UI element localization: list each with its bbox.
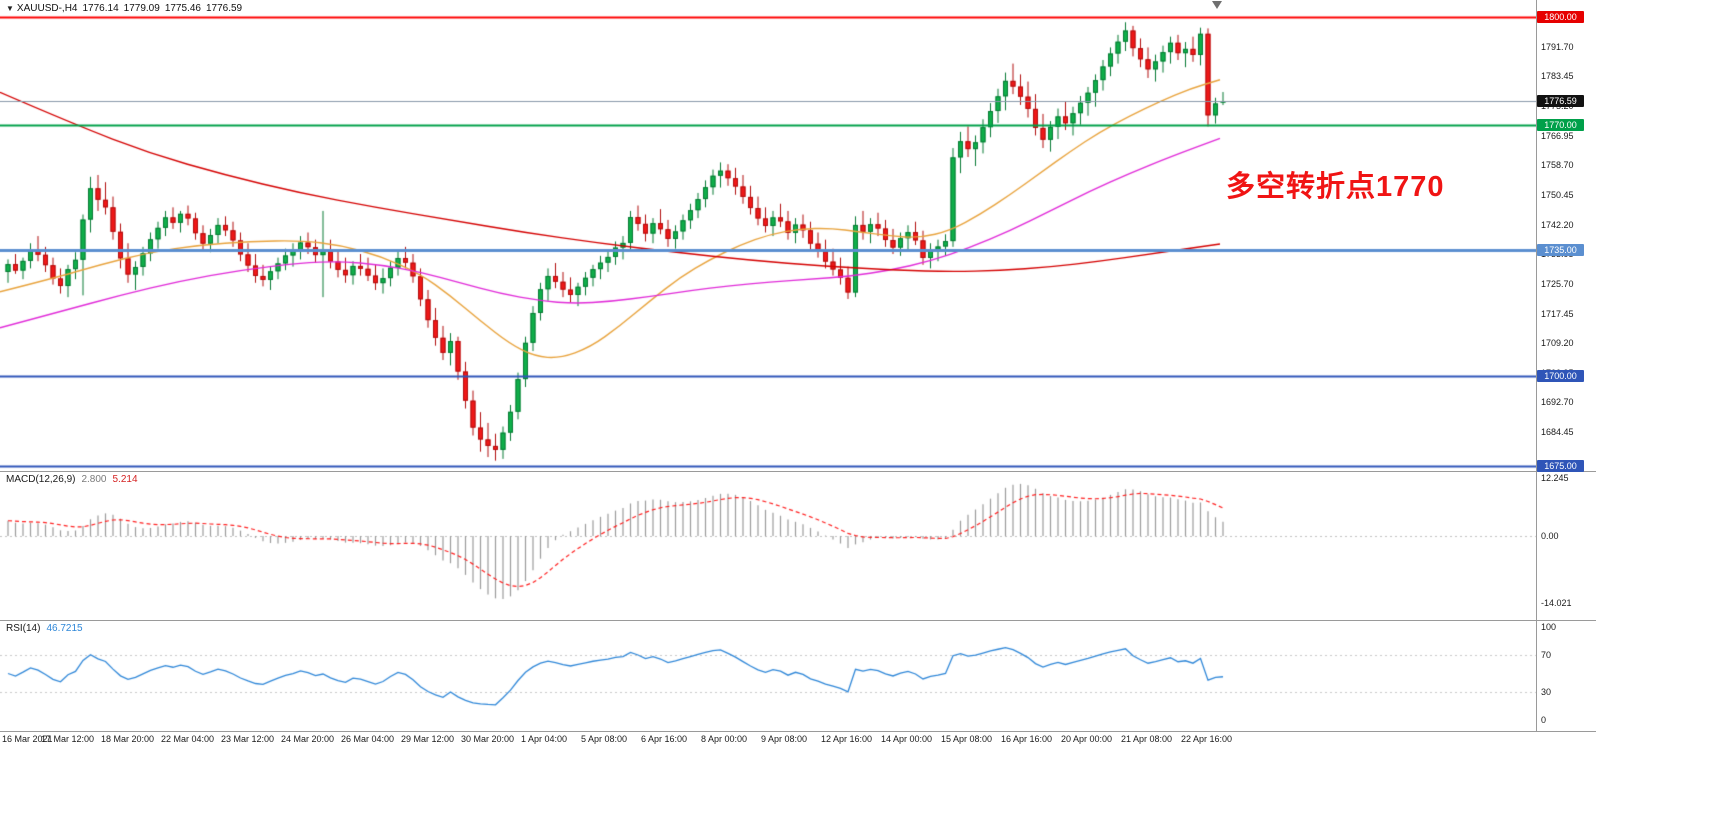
price-level-badge: 1800.00: [1537, 10, 1584, 23]
time-axis-label: 14 Apr 00:00: [881, 734, 933, 744]
time-axis-label: 22 Mar 04:00: [161, 734, 215, 744]
price-tick-label: 1791.70: [1541, 41, 1574, 52]
price-axis-border: [1536, 0, 1537, 731]
time-axis-label: 1 Apr 04:00: [521, 734, 568, 744]
current-price-badge: 1776.59: [1537, 95, 1584, 107]
rsi-tick-label: 30: [1541, 687, 1552, 698]
time-axis-label: 12 Apr 16:00: [821, 734, 873, 744]
time-axis-label: 22 Apr 16:00: [1181, 734, 1233, 744]
symbol-ohlc-readout: ▼ XAUUSD-,H4 1776.14 1779.09 1775.46 1776.59: [6, 3, 247, 14]
price-tick-label: 1742.20: [1541, 219, 1574, 230]
time-axis-label: 8 Apr 00:00: [701, 734, 748, 744]
time-axis-label: 29 Mar 12:00: [401, 734, 455, 744]
price-level-badge: 1770.00: [1537, 118, 1584, 131]
macd-tick-label: 12.245: [1541, 472, 1569, 483]
rsi-tick-label: 70: [1541, 649, 1552, 660]
time-axis-label: 30 Mar 20:00: [461, 734, 515, 744]
time-axis-label: 9 Apr 08:00: [761, 734, 808, 744]
chart-shift-marker[interactable]: [1212, 1, 1222, 9]
annotation-text: 多空转折点1770: [1226, 171, 1445, 203]
time-axis-label: 26 Mar 04:00: [341, 734, 395, 744]
price-tick-label: 1717.45: [1541, 308, 1574, 319]
panel-separator[interactable]: [0, 731, 1596, 732]
rsi-tick-label: 100: [1541, 622, 1557, 632]
macd-name: MACD(12,26,9): [6, 474, 76, 485]
macd-tick-label: 0.00: [1541, 531, 1559, 541]
rsi-name: RSI(14): [6, 623, 41, 634]
macd-tick-label: -14.021: [1541, 597, 1572, 608]
symbol-dropdown-icon: ▼: [6, 4, 14, 13]
time-axis-label: 17 Mar 12:00: [41, 734, 95, 744]
ohlc-close: 1776.59: [205, 3, 243, 14]
macd-main-value: 2.800: [81, 474, 107, 485]
price-tick-label: 1725.70: [1541, 278, 1574, 289]
macd-indicator-label: MACD(12,26,9) 2.800 5.214: [6, 474, 138, 485]
rsi-value: 46.7215: [46, 623, 83, 634]
time-axis-label: 23 Mar 12:00: [221, 734, 275, 744]
price-tick-label: 1766.95: [1541, 130, 1574, 141]
time-axis-label: 21 Apr 08:00: [1121, 734, 1173, 744]
ohlc-high: 1779.09: [123, 3, 160, 14]
price-tick-label: 1709.20: [1541, 338, 1574, 349]
panel-separator[interactable]: [0, 471, 1596, 472]
time-axis-label: 16 Mar 2021: [2, 734, 53, 744]
time-axis-label: 20 Apr 00:00: [1061, 734, 1113, 744]
time-axis-label: 24 Mar 20:00: [281, 734, 335, 744]
symbol-period-label: XAUUSD-,H4: [16, 3, 78, 14]
macd-signal-value: 5.214: [112, 474, 138, 485]
price-level-badge: 1700.00: [1537, 370, 1584, 383]
price-level-badge: 1735.00: [1537, 244, 1584, 257]
time-axis-label: 6 Apr 16:00: [641, 734, 688, 744]
rsi-tick-label: 0: [1541, 715, 1547, 725]
ohlc-open: 1776.14: [82, 3, 119, 14]
rsi-indicator-label: RSI(14) 46.7215: [6, 623, 83, 634]
price-tick-label: 1692.70: [1541, 397, 1574, 408]
price-tick-label: 1750.45: [1541, 189, 1574, 200]
price-tick-label: 1758.70: [1541, 160, 1574, 171]
panel-separator[interactable]: [0, 620, 1596, 621]
price-tick-label: 1783.45: [1541, 71, 1574, 82]
ohlc-low: 1775.46: [164, 3, 201, 14]
time-axis-label: 15 Apr 08:00: [941, 734, 993, 744]
time-axis-label: 18 Mar 20:00: [101, 734, 155, 744]
price-level-badge: 1675.00: [1537, 460, 1584, 473]
time-axis-label: 5 Apr 08:00: [581, 734, 628, 744]
time-axis-label: 16 Apr 16:00: [1001, 734, 1053, 744]
chart-canvas[interactable]: [0, 0, 1536, 731]
price-tick-label: 1684.45: [1541, 427, 1574, 438]
